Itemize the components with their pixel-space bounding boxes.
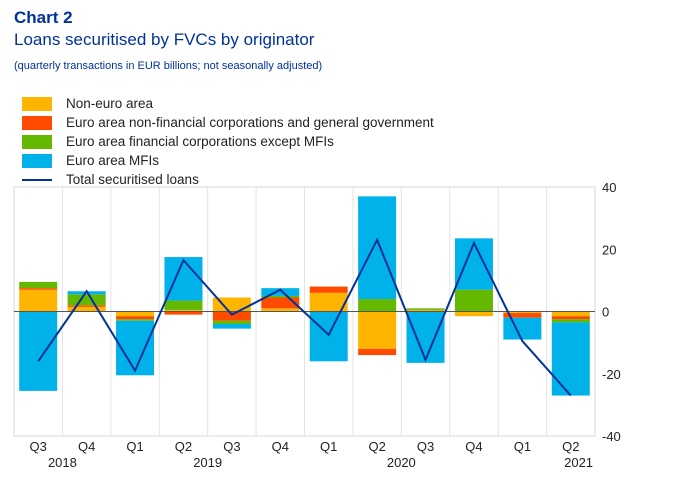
bar-segment	[406, 311, 445, 363]
y-tick-label: -40	[602, 429, 621, 444]
bar-segment	[309, 311, 348, 362]
bar-segment	[406, 309, 445, 312]
legend-label: Euro area MFIs	[66, 153, 160, 168]
bar-segment	[164, 309, 203, 312]
bar-segment	[212, 311, 251, 321]
bar-segment	[406, 308, 445, 310]
bar-segment	[454, 289, 493, 312]
chart-title: Chart 2	[14, 8, 73, 27]
x-year-label: 2021	[564, 455, 593, 470]
x-tick-label: Q4	[78, 439, 95, 454]
x-tick-label: Q2	[562, 439, 579, 454]
bar-segment	[503, 317, 542, 340]
legend-item-nfc-gov: Euro area non-financial corporations and…	[22, 113, 434, 132]
bar-segment	[261, 308, 300, 312]
bar-segment	[116, 311, 155, 317]
y-tick-label: -20	[602, 367, 621, 382]
y-tick-label: 0	[602, 305, 609, 320]
bar-segment	[67, 305, 106, 307]
bar-segment	[454, 311, 493, 317]
bar-segment	[212, 297, 251, 312]
legend-label: Euro area non-financial corporations and…	[66, 115, 434, 130]
legend-item-mfi: Euro area MFIs	[22, 151, 434, 170]
legend-swatch-mfi	[22, 153, 52, 168]
bar-segment	[358, 299, 397, 312]
legend-label: Non-euro area	[66, 96, 154, 111]
bar-segment	[116, 316, 155, 320]
bar-segment	[358, 196, 397, 300]
bar-segment	[116, 319, 155, 321]
bar-segment	[551, 311, 590, 317]
bar-segment	[212, 320, 251, 324]
legend-swatch-ofi	[22, 134, 52, 149]
chart-note: (quarterly transactions in EUR billions;…	[14, 60, 323, 72]
bar-segment	[19, 289, 58, 312]
x-tick-label: Q2	[368, 439, 385, 454]
bar-segment	[212, 323, 251, 329]
y-tick-label: 20	[602, 242, 616, 257]
bar-segment	[551, 322, 590, 396]
x-tick-label: Q3	[223, 439, 240, 454]
bar-segment	[261, 288, 300, 296]
x-tick-label: Q3	[417, 439, 434, 454]
bar-segment	[503, 313, 542, 318]
x-tick-label: Q1	[126, 439, 143, 454]
legend-swatch-total	[22, 178, 52, 181]
bar-segment	[67, 306, 106, 312]
x-tick-label: Q2	[175, 439, 192, 454]
bar-segment	[164, 300, 203, 310]
x-tick-label: Q3	[30, 439, 47, 454]
bar-segment	[19, 281, 58, 289]
legend-label: Euro area financial corporations except …	[66, 134, 334, 149]
legend-item-total: Total securitised loans	[22, 170, 434, 189]
chart-subtitle: Loans securitised by FVCs by originator	[14, 30, 315, 49]
x-tick-label: Q1	[514, 439, 531, 454]
bar-segment	[164, 311, 203, 315]
x-year-label: 2019	[193, 455, 222, 470]
x-tick-label: Q4	[465, 439, 482, 454]
legend-swatch-non-euro	[22, 96, 52, 111]
legend-item-ofi: Euro area financial corporations except …	[22, 132, 434, 151]
bar-segment	[261, 295, 300, 298]
legend-swatch-nfc-gov	[22, 115, 52, 130]
bar-segment	[19, 288, 58, 290]
bar-segment	[503, 311, 542, 314]
bar-segment	[19, 311, 58, 391]
x-tick-label: Q4	[272, 439, 289, 454]
bar-segment	[454, 238, 493, 290]
bar-segment	[358, 311, 397, 349]
x-year-label: 2020	[387, 455, 416, 470]
bar-segment	[67, 294, 106, 306]
total-line	[37, 237, 572, 397]
legend-label: Total securitised loans	[66, 172, 199, 187]
x-tick-label: Q1	[320, 439, 337, 454]
bar-segment	[164, 257, 203, 301]
bar-segment	[309, 286, 348, 293]
bar-segment	[261, 297, 300, 309]
bar-segment	[358, 348, 397, 356]
x-year-label: 2018	[48, 455, 77, 470]
bar-segment	[309, 292, 348, 312]
bar-segment	[551, 319, 590, 323]
legend: Non-euro area Euro area non-financial co…	[22, 94, 434, 189]
bar-segment	[551, 316, 590, 320]
y-tick-label: 40	[602, 180, 616, 195]
legend-item-non-euro: Non-euro area	[22, 94, 434, 113]
